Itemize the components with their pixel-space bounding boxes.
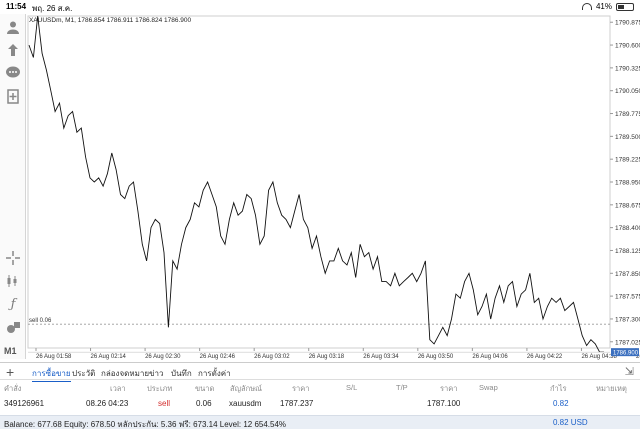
y-tick-label: 1790.325	[615, 65, 640, 72]
col-type: ประเภท	[147, 384, 173, 393]
y-tick-label: 1788.675	[615, 202, 640, 209]
x-tick-label: 26 Aug 04:22	[527, 354, 563, 360]
current-price-box	[611, 348, 639, 357]
y-tick-label: 1790.050	[615, 88, 640, 95]
order-symbol: xauusdm	[229, 399, 262, 408]
chart-title: XAUUSDm, M1, 1786.854 1786.911 1786.824 …	[29, 17, 192, 24]
x-tick-label: 26 Aug 03:34	[363, 354, 399, 360]
col-symbol: สัญลักษณ์	[230, 384, 263, 393]
x-tick-label: 26 Aug 02:30	[145, 354, 181, 360]
clock: 11:54	[6, 2, 27, 11]
order-line-label: sell 0.06	[29, 318, 52, 324]
expand-icon[interactable]: ⇲	[624, 366, 634, 378]
order-current-price: 1787.100	[427, 399, 461, 408]
balance-text: Balance: 677.68 Equity: 678.50 หลักประกั…	[4, 420, 287, 429]
chat-icon[interactable]	[4, 64, 22, 82]
y-tick-label: 1787.300	[615, 316, 640, 323]
y-tick-label: 1788.125	[615, 248, 640, 255]
user-icon[interactable]	[4, 18, 22, 36]
objects-icon[interactable]	[4, 318, 22, 336]
order-size: 0.06	[196, 399, 212, 408]
x-tick-label: 26 Aug 02:46	[200, 354, 236, 360]
tab-news[interactable]: ข่าว	[149, 369, 164, 378]
balance-bar: Balance: 677.68 Equity: 678.50 หลักประกั…	[0, 415, 640, 429]
col-price: ราคา	[292, 384, 310, 393]
y-tick-label: 1788.950	[615, 180, 640, 187]
timeframe-label[interactable]: M1	[4, 346, 17, 356]
table-row[interactable]: 349126961 08.26 04:23 sell 0.06 xauusdm …	[0, 397, 640, 413]
indicators-icon[interactable]	[4, 272, 22, 290]
col-time: เวลา	[110, 384, 126, 393]
col-swap: Swap	[479, 383, 498, 392]
x-tick-label: 26 Aug 04:06	[472, 354, 508, 360]
x-tick-label: 26 Aug 03:50	[418, 354, 454, 360]
terminal-tabs: + การซื้อขาย ประวัติ กล่องจดหมาย ข่าว บั…	[0, 362, 640, 382]
y-tick-label: 1787.575	[615, 294, 640, 301]
x-tick-label: 26 Aug 03:18	[309, 354, 345, 360]
table-header: คำสั่ง เวลา ประเภท ขนาด สัญลักษณ์ ราคา S…	[0, 381, 640, 395]
order-profit: 0.82	[553, 399, 569, 408]
order-id: 349126961	[4, 399, 45, 408]
order-type: sell	[158, 399, 171, 408]
col-current-price: ราคา	[440, 384, 458, 393]
battery-icon	[616, 2, 634, 11]
y-tick-label: 1790.600	[615, 43, 640, 50]
y-tick-label: 1787.850	[615, 271, 640, 278]
add-document-icon[interactable]	[4, 87, 22, 105]
price-line	[28, 15, 604, 353]
chart-svg[interactable]: 1790.875 1790.600 1790.325 1790.050 1789.775…	[26, 14, 640, 362]
plot-frame	[27, 15, 611, 349]
tab-settings[interactable]: การตั้งค่า	[198, 369, 231, 378]
wifi-icon	[581, 3, 592, 10]
crosshair-icon[interactable]	[4, 249, 22, 267]
add-order-button[interactable]: +	[6, 364, 15, 380]
col-order: คำสั่ง	[4, 384, 22, 393]
col-profit: กำไร	[550, 384, 567, 393]
y-tick-label: 1790.875	[615, 20, 640, 27]
x-tick-label: 26 Aug 02:14	[91, 354, 127, 360]
y-tick-label: 1787.025	[615, 339, 640, 346]
x-tick-label: 26 Aug 04:54	[636, 354, 640, 360]
chart-toolbar: ƒ M1	[0, 14, 26, 359]
y-tick-label: 1789.225	[615, 157, 640, 164]
col-size: ขนาด	[195, 384, 215, 393]
tab-journal[interactable]: บันทึก	[171, 369, 192, 378]
tab-history[interactable]: ประวัติ	[72, 369, 96, 378]
order-price: 1787.237	[280, 399, 314, 408]
price-chart[interactable]: 1790.875 1790.600 1790.325 1790.050 1789.775…	[26, 14, 640, 362]
order-time: 08.26 04:23	[86, 399, 129, 408]
status-right: 41%	[581, 2, 634, 11]
date: พฤ. 26 ส.ค.	[32, 4, 73, 13]
status-bar: 11:54 พฤ. 26 ส.ค. 41%	[0, 0, 640, 14]
col-note: หมายเหตุ	[596, 384, 627, 393]
function-icon[interactable]: ƒ	[10, 296, 16, 312]
y-tick-label: 1789.500	[615, 134, 640, 141]
x-tick-label: 26 Aug 01:58	[36, 354, 72, 360]
col-sl: S/L	[346, 383, 358, 392]
y-tick-label: 1789.775	[615, 111, 640, 118]
battery-percent: 41%	[595, 2, 612, 11]
total-profit: 0.82 USD	[553, 418, 588, 427]
trade-icon[interactable]	[4, 41, 22, 59]
x-tick-label: 26 Aug 03:02	[254, 354, 290, 360]
current-price-label: 1786.900	[613, 351, 639, 357]
tab-trade[interactable]: การซื้อขาย	[32, 367, 71, 382]
x-tick-label: 26 Aug 04:38	[581, 354, 617, 360]
tab-mailbox[interactable]: กล่องจดหมาย	[101, 369, 150, 378]
col-tp: T/P	[396, 383, 408, 392]
y-tick-label: 1788.400	[615, 225, 640, 232]
